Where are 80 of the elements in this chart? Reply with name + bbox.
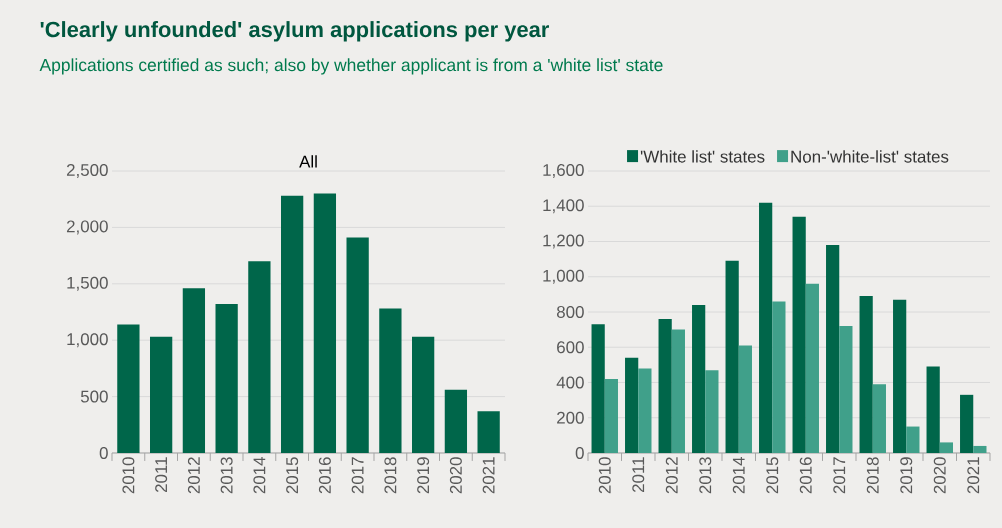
x-tick-label: 2011 — [632, 457, 645, 493]
x-tick-label: 2016 — [318, 457, 331, 494]
bar — [939, 442, 953, 453]
bar — [705, 370, 719, 453]
bar — [772, 301, 786, 453]
series-label: All — [299, 155, 317, 168]
x-tick-label: 2015 — [286, 457, 299, 494]
y-tick-label: 2,000 — [66, 220, 108, 235]
y-tick-label: 1,400 — [543, 199, 584, 214]
bar — [477, 411, 500, 453]
y-tick-label: 1,000 — [543, 269, 584, 284]
legend-label: Non-'white-list' states — [791, 150, 949, 163]
x-tick-label: 2012 — [665, 457, 678, 494]
x-tick-label: 2012 — [187, 457, 200, 494]
x-tick-label: 2013 — [699, 457, 712, 494]
bar — [872, 384, 886, 453]
bar — [973, 445, 987, 453]
x-tick-label: 2011 — [155, 457, 168, 493]
x-tick-label: 2018 — [384, 457, 397, 494]
y-tick-label: 1,600 — [543, 163, 584, 178]
bar — [859, 296, 873, 453]
x-tick-label: 2019 — [900, 457, 913, 494]
bar — [805, 283, 819, 453]
y-tick-label: 1,000 — [67, 333, 108, 348]
bar — [759, 202, 773, 453]
bar — [604, 378, 618, 453]
bar — [591, 324, 605, 453]
bar — [893, 299, 907, 453]
x-tick-label: 2019 — [417, 457, 430, 494]
x-tick-label: 2010 — [598, 457, 611, 494]
bar — [926, 366, 940, 453]
x-tick-label: 2014 — [732, 457, 745, 494]
bar — [738, 345, 752, 453]
x-tick-label: 2018 — [866, 457, 879, 494]
y-tick-label: 400 — [556, 376, 584, 389]
x-tick-label: 2017 — [351, 457, 364, 494]
bar — [346, 237, 369, 453]
y-tick-label: 800 — [556, 305, 584, 318]
chart-title: 'Clearly unfounded' asylum applications per year — [40, 21, 550, 42]
bar — [281, 195, 304, 453]
bar — [444, 389, 468, 453]
bar — [906, 426, 920, 453]
bar — [671, 329, 685, 453]
x-tick-label: 2014 — [253, 457, 266, 494]
x-tick-label: 2021 — [967, 457, 980, 494]
bar — [182, 288, 206, 453]
bar — [960, 394, 974, 453]
bar — [379, 308, 402, 453]
y-tick-label: 2,500 — [66, 163, 108, 178]
x-tick-label: 2021 — [482, 457, 495, 494]
y-tick-label: 1,500 — [67, 276, 108, 291]
x-tick-label: 2020 — [933, 457, 946, 494]
bar — [658, 319, 672, 453]
x-tick-label: 2015 — [766, 457, 779, 494]
x-tick-label: 2017 — [833, 457, 846, 494]
y-tick-label: 0 — [99, 446, 108, 459]
bar — [313, 193, 337, 453]
x-tick-label: 2020 — [449, 457, 462, 494]
legend-label: 'White list' states — [640, 150, 765, 163]
chart-subtitle: Applications certified as such; also by whether applicant is from a 'white list' state — [39, 58, 663, 75]
bar — [248, 261, 271, 453]
y-tick-label: 1,200 — [543, 234, 584, 249]
bar — [725, 260, 739, 453]
bar — [792, 216, 806, 453]
x-tick-label: 2013 — [220, 457, 233, 494]
bar — [150, 336, 173, 453]
bar — [638, 368, 652, 453]
x-tick-label: 2010 — [122, 457, 135, 494]
bar — [117, 324, 140, 453]
bar — [826, 245, 840, 453]
bar — [625, 357, 639, 453]
bar — [412, 336, 435, 453]
bar — [692, 304, 706, 453]
y-tick-label: 200 — [557, 411, 584, 424]
bar — [215, 304, 238, 453]
y-tick-label: 0 — [575, 446, 584, 459]
y-tick-label: 500 — [80, 390, 108, 403]
x-tick-label: 2016 — [799, 457, 812, 494]
bar — [839, 326, 853, 453]
y-tick-label: 600 — [557, 341, 584, 354]
